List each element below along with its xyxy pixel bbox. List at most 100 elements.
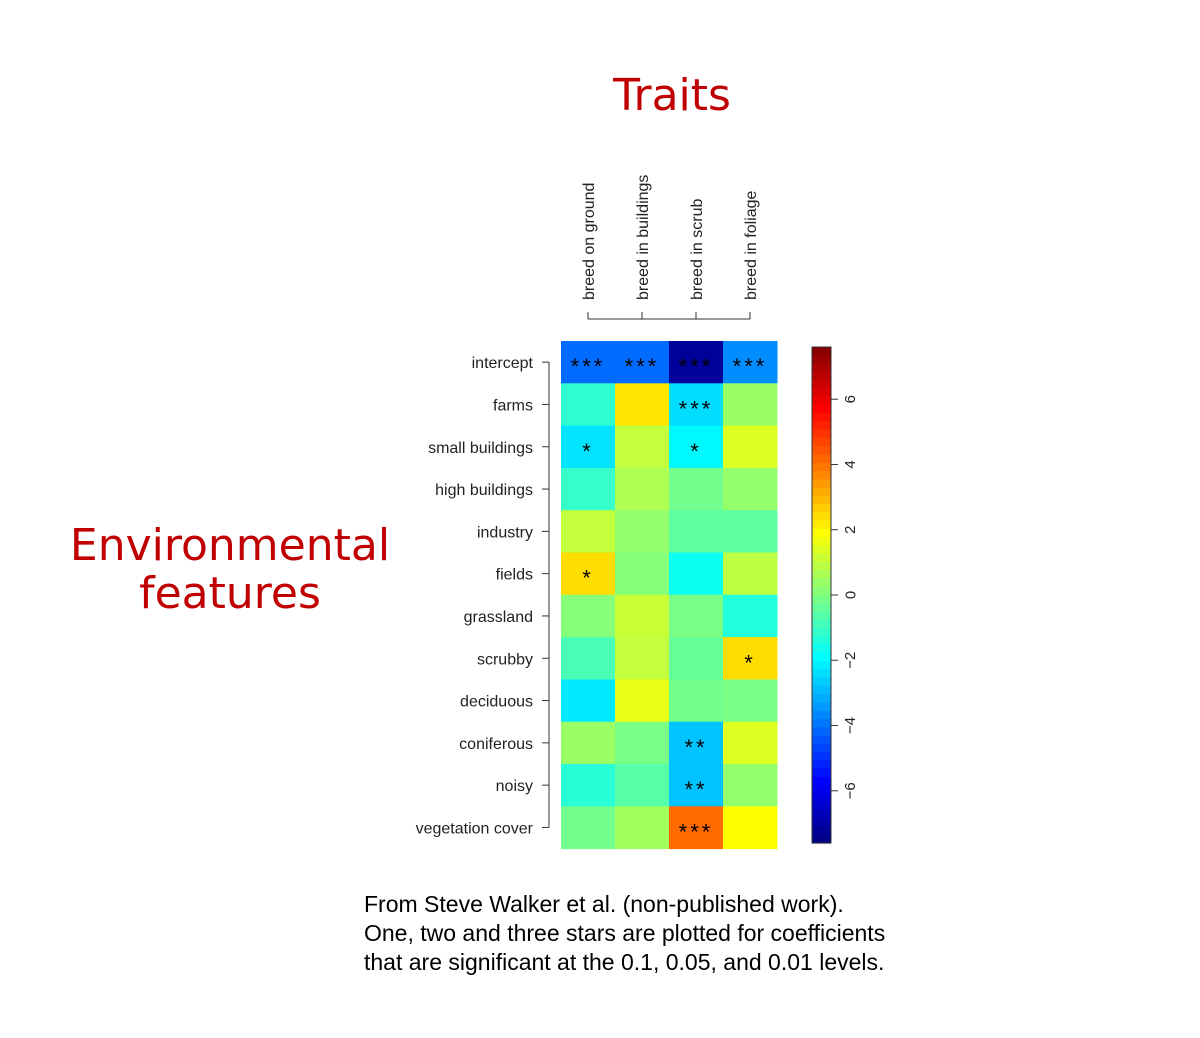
heatmap-cell bbox=[615, 425, 670, 469]
colorbar-segment bbox=[812, 760, 831, 770]
colorbar-tick-label: 2 bbox=[842, 526, 859, 534]
row-label: vegetation cover bbox=[416, 820, 534, 837]
colorbar-segment bbox=[812, 669, 831, 679]
colorbar-tick-label: 0 bbox=[842, 591, 859, 599]
colorbar-segment bbox=[812, 421, 831, 431]
colorbar-segment bbox=[812, 702, 831, 712]
colorbar-segment bbox=[812, 487, 831, 497]
colorbar-segment bbox=[812, 537, 831, 546]
colorbar-segment bbox=[812, 677, 831, 687]
colorbar-segment bbox=[812, 710, 831, 720]
heatmap-cell bbox=[561, 806, 616, 850]
colorbar-segment bbox=[812, 619, 831, 629]
colorbar-segment bbox=[812, 694, 831, 704]
heatmap-cell bbox=[615, 594, 670, 638]
colorbar-segment bbox=[812, 446, 831, 456]
row-label: fields bbox=[496, 567, 533, 584]
column-label: breed in buildings bbox=[635, 175, 652, 300]
heatmap-cell bbox=[723, 637, 778, 680]
colorbar-tick-label: 4 bbox=[842, 460, 859, 468]
heatmap-cell bbox=[615, 764, 670, 807]
heatmap-cell bbox=[561, 764, 616, 807]
significance-stars: *** bbox=[625, 354, 660, 379]
colorbar-segment bbox=[812, 504, 831, 513]
colorbar-segment bbox=[812, 413, 831, 422]
row-label: industry bbox=[477, 524, 533, 541]
colorbar-segment bbox=[812, 388, 831, 398]
colorbar-segment bbox=[812, 553, 831, 563]
heatmap-cell bbox=[561, 510, 616, 553]
caption-line: One, two and three stars are plotted for… bbox=[364, 920, 886, 946]
heatmap-cell bbox=[723, 764, 778, 807]
colorbar-segment bbox=[812, 644, 831, 654]
row-label: intercept bbox=[472, 355, 534, 372]
caption-line: From Steve Walker et al. (non-published … bbox=[364, 891, 844, 917]
colorbar-tick-label: −2 bbox=[842, 652, 859, 669]
heatmap-cell bbox=[723, 467, 778, 511]
heatmap-cell bbox=[561, 341, 616, 384]
colorbar-segment bbox=[812, 785, 831, 794]
row-label: farms bbox=[493, 397, 533, 414]
heatmap-cell bbox=[723, 383, 778, 427]
heatmap-cell bbox=[669, 806, 724, 850]
heatmap-cell bbox=[561, 637, 616, 680]
heatmap-cell bbox=[561, 425, 616, 469]
heatmap-cell bbox=[615, 467, 670, 511]
colorbar-segment bbox=[812, 437, 831, 447]
heatmap-cell bbox=[615, 510, 670, 553]
colorbar-tick-label: 6 bbox=[842, 395, 859, 403]
figure-caption: From Steve Walker et al. (non-published … bbox=[364, 890, 1064, 977]
heatmap-cell bbox=[615, 721, 670, 765]
colorbar-segment bbox=[812, 809, 831, 819]
title-line-1: Environmental bbox=[69, 520, 391, 571]
chart-title-environmental-features: Environmental features bbox=[40, 520, 420, 620]
heatmap-cell bbox=[669, 341, 724, 384]
caption-line: that are significant at the 0.1, 0.05, a… bbox=[364, 949, 885, 975]
heatmap-cell bbox=[561, 552, 616, 596]
heatmap-cell bbox=[561, 721, 616, 765]
colorbar-segment bbox=[812, 520, 831, 530]
heatmap-cell bbox=[561, 383, 616, 427]
significance-stars: *** bbox=[571, 354, 606, 379]
colorbar-segment bbox=[812, 743, 831, 753]
heatmap-cell bbox=[669, 764, 724, 807]
heatmap-cell bbox=[723, 721, 778, 765]
heatmap-cell bbox=[615, 383, 670, 427]
significance-stars: *** bbox=[679, 819, 714, 844]
colorbar-tick-label: −4 bbox=[842, 717, 859, 734]
chart-title-traits: Traits bbox=[613, 70, 731, 121]
row-label: deciduous bbox=[460, 694, 533, 711]
colorbar-segment bbox=[812, 834, 831, 844]
significance-stars: * bbox=[690, 439, 702, 464]
heatmap-cell bbox=[669, 425, 724, 469]
heatmap-cell bbox=[723, 679, 778, 723]
column-label: breed in scrub bbox=[689, 199, 706, 300]
row-label: coniferous bbox=[459, 736, 533, 753]
heatmap-cell bbox=[615, 637, 670, 680]
colorbar-segment bbox=[812, 727, 831, 737]
colorbar-segment bbox=[812, 404, 831, 414]
colorbar-segment bbox=[812, 512, 831, 522]
colorbar-segment bbox=[812, 768, 831, 778]
colorbar-segment bbox=[812, 801, 831, 811]
colorbar-segment bbox=[812, 462, 831, 472]
heatmap-cell bbox=[669, 679, 724, 723]
colorbar-segment bbox=[812, 826, 831, 836]
significance-stars: *** bbox=[679, 354, 714, 379]
colorbar-segment bbox=[812, 371, 831, 381]
colorbar-segment bbox=[812, 355, 831, 365]
row-label: small buildings bbox=[428, 440, 533, 457]
colorbar-segment bbox=[812, 561, 831, 571]
title-line-2: features bbox=[139, 568, 321, 620]
colorbar-segment bbox=[812, 793, 831, 803]
heatmap-cell bbox=[723, 594, 778, 638]
heatmap-cell bbox=[669, 383, 724, 427]
colorbar-segment bbox=[812, 380, 831, 389]
colorbar-segment bbox=[812, 429, 831, 439]
heatmap-cell bbox=[723, 552, 778, 596]
significance-stars: ** bbox=[684, 735, 707, 760]
heatmap-cell bbox=[561, 467, 616, 511]
heatmap-cell bbox=[669, 467, 724, 511]
colorbar-segment bbox=[812, 586, 831, 596]
